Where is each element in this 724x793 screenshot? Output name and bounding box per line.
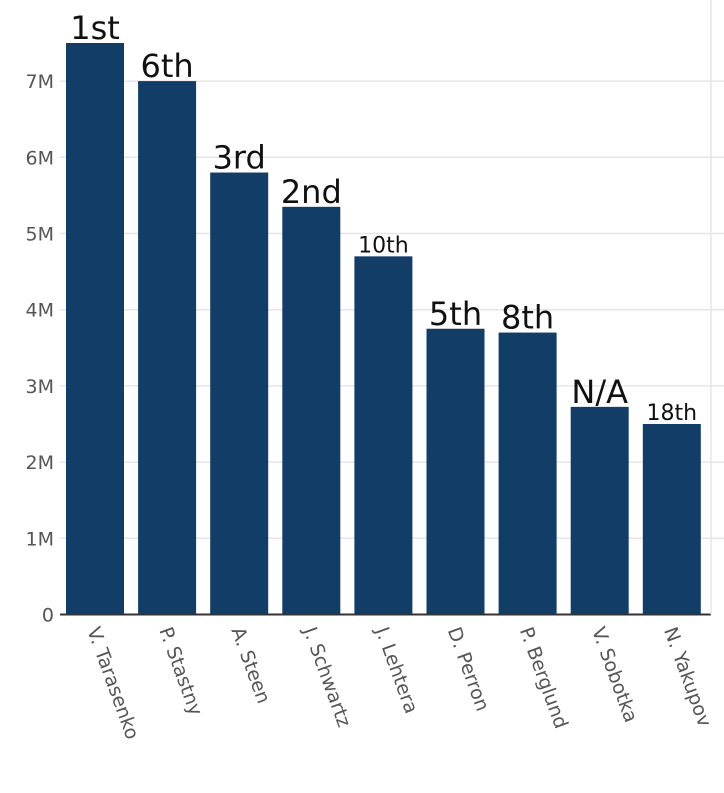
y-tick-label: 1M (26, 528, 54, 550)
bar (570, 406, 629, 615)
x-tick-label: J. Schwartz (298, 623, 355, 730)
bar-data-label: 6th (141, 47, 194, 85)
y-tick-label: 0 (42, 605, 54, 627)
bar-data-label: 2nd (281, 173, 342, 211)
y-tick-label: 3M (26, 376, 54, 398)
bar-data-label: 8th (501, 299, 554, 337)
bar (66, 43, 124, 615)
y-tick-label: 2M (26, 452, 54, 474)
x-tick-label: P. Berglund (515, 624, 572, 731)
bar-data-label: N/A (571, 373, 628, 411)
bar-data-label: 3rd (213, 139, 266, 177)
x-tick-label: V. Sobotka (587, 624, 642, 725)
bar-data-label: 1st (70, 9, 120, 47)
x-tick-label: A. Steen (227, 624, 275, 706)
bar-data-label: 18th (647, 401, 698, 426)
y-tick-label: 4M (26, 300, 54, 322)
x-axis-ticks: V. Tarasenko P. Stastny A. Steen J. Schwart… (82, 623, 715, 742)
bar (210, 172, 269, 615)
x-tick-label: J. Lehtera (370, 623, 422, 716)
x-tick-label: D. Perron (443, 624, 494, 714)
y-axis-ticks: 0 1M 2M 3M 4M 5M 6M 7M (26, 71, 54, 626)
bar (354, 256, 413, 615)
bar (426, 328, 485, 615)
bar (498, 332, 557, 615)
bar (282, 206, 341, 615)
y-tick-label: 6M (26, 147, 54, 169)
x-tick-label: P. Stastny (154, 624, 206, 718)
x-tick-label: N. Yakupov (659, 624, 715, 730)
bar (642, 424, 701, 615)
y-tick-label: 5M (26, 224, 54, 246)
x-tick-label: V. Tarasenko (82, 624, 143, 742)
data-labels: 1st 6th 3rd 2nd 10th 5th 8th N/A 18th (70, 9, 697, 426)
bar (138, 81, 197, 615)
bar-data-label: 5th (429, 295, 482, 333)
bars (66, 43, 701, 615)
bar-data-label: 10th (358, 233, 409, 258)
y-tick-label: 7M (26, 71, 54, 93)
